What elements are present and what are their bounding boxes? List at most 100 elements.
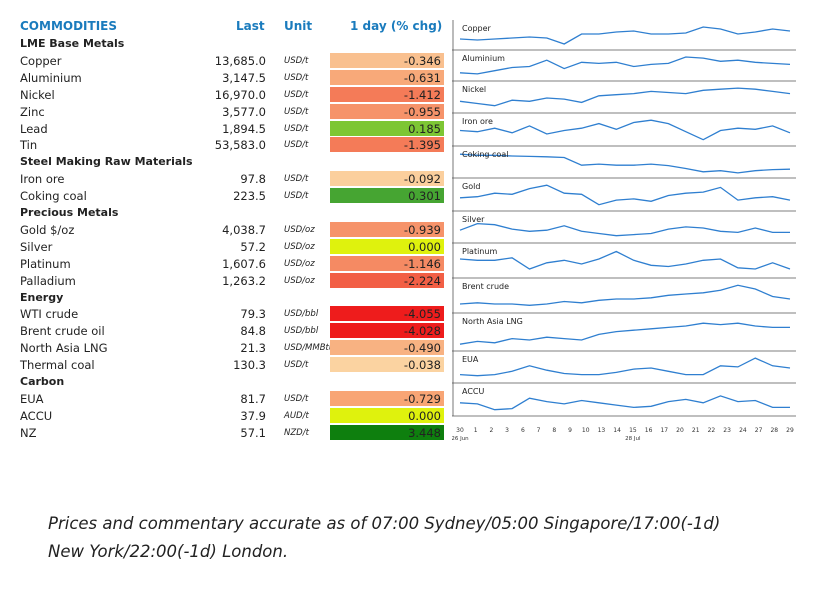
commodity-name: Brent crude oil [20, 324, 105, 339]
last-price: 223.5 [233, 189, 266, 204]
commodity-name: Coking coal [20, 189, 87, 204]
sparkline-path [459, 395, 790, 411]
x-tick-label: 14 [613, 427, 621, 434]
last-price: 4,038.7 [222, 222, 266, 237]
x-tick-label: 17 [660, 427, 668, 434]
section-label: Carbon [20, 375, 65, 388]
table-row: WTI crude 79.3 USD/bbl -4.055 [18, 306, 448, 322]
sparkline-label: Gold [462, 182, 480, 191]
change-cell: -0.490 [330, 340, 444, 356]
unit-label: USD/oz [284, 275, 315, 286]
sparkline-label: Aluminium [462, 54, 505, 63]
commodity-name: Gold $/oz [20, 222, 75, 237]
last-price: 3,577.0 [222, 104, 266, 119]
sparkline-aluminium: Aluminium [452, 50, 796, 82]
sparkline-panel: Copper Aluminium Nickel Iron ore Coking coal… [452, 18, 798, 448]
change-cell: -0.038 [330, 357, 444, 373]
x-tick-label: 16 [645, 427, 653, 434]
last-price: 1,894.5 [222, 121, 266, 136]
section-row: Precious Metals [18, 205, 448, 221]
last-price: 1,263.2 [222, 273, 266, 288]
sparkline-platinum: Platinum [452, 243, 796, 279]
commodity-name: Zinc [20, 104, 45, 119]
col-header-change: 1 day (% chg) [350, 19, 443, 33]
sparkline-north-asia-lng: North Asia LNG [452, 313, 796, 352]
table-row: Copper 13,685.0 USD/t -0.346 [18, 52, 448, 69]
change-cell: -1.412 [330, 86, 444, 102]
table-row: ACCU 37.9 AUD/t 0.000 [18, 407, 448, 424]
last-price: 16,970.0 [214, 87, 266, 102]
x-tick-label: 6 [521, 427, 525, 434]
last-price: 84.8 [240, 324, 266, 339]
x-tick-label: 24 [739, 427, 747, 434]
commodity-name: NZ [20, 425, 37, 440]
sparkline-path [459, 284, 791, 306]
table-row: North Asia LNG 21.3 USD/MMBtu -0.490 [18, 340, 448, 356]
unit-label: USD/t [284, 174, 309, 185]
table-row: Silver 57.2 USD/oz 0.000 [18, 238, 448, 255]
x-tick-label: 10 [582, 427, 590, 434]
sparkline-label: Brent crude [462, 282, 509, 291]
caption: Prices and commentary accurate as of 07:… [48, 510, 788, 566]
x-tick-label: 2 [489, 427, 493, 434]
commodity-name: ACCU [20, 408, 53, 423]
caption-line-2: New York/22:00(-1d) London. [48, 542, 289, 561]
sparkline-nickel: Nickel [452, 81, 796, 114]
unit-label: AUD/t [284, 410, 309, 421]
sparkline-label: Nickel [462, 85, 486, 94]
last-price: 3,147.5 [222, 70, 266, 85]
sparkline-label: EUA [462, 355, 479, 364]
sparkline-label: North Asia LNG [462, 317, 523, 326]
change-cell: -0.631 [330, 69, 444, 85]
sparkline-silver: Silver [452, 211, 796, 244]
table-row: Gold $/oz 4,038.7 USD/oz -0.939 [18, 221, 448, 238]
table-row: Iron ore 97.8 USD/t -0.092 [18, 171, 448, 187]
sparkline-path [459, 222, 790, 237]
unit-label: USD/t [284, 360, 309, 371]
x-tick-label: 15 [629, 427, 637, 434]
x-tick-label: 20 [676, 427, 684, 434]
change-cell: 0.301 [330, 188, 444, 204]
commodity-name: North Asia LNG [20, 341, 108, 356]
sparkline-accu: ACCU [452, 383, 796, 417]
change-cell: -4.055 [330, 306, 444, 322]
section-row: Energy [18, 290, 448, 306]
sparkline-path [459, 250, 791, 270]
x-tick-label: 29 [786, 427, 794, 434]
last-price: 81.7 [240, 391, 266, 406]
commodity-name: Aluminium [20, 70, 82, 85]
table-row: Tin 53,583.0 USD/t -1.395 [18, 137, 448, 153]
commodity-name: Palladium [20, 273, 76, 288]
table-row: Thermal coal 130.3 USD/t -0.038 [18, 357, 448, 373]
last-price: 13,685.0 [214, 53, 266, 68]
unit-label: USD/MMBtu [284, 343, 335, 354]
unit-label: USD/t [284, 191, 309, 202]
unit-label: USD/t [284, 140, 309, 151]
col-header-unit: Unit [284, 19, 313, 33]
commodity-name: Nickel [20, 87, 55, 102]
commodity-name: Silver [20, 239, 53, 254]
change-cell: -0.955 [330, 103, 444, 119]
unit-label: USD/t [284, 55, 309, 66]
unit-label: USD/t [284, 123, 309, 134]
sparkline-path [459, 184, 791, 206]
table-row: Nickel 16,970.0 USD/t -1.412 [18, 86, 448, 103]
table-row: Brent crude oil 84.8 USD/bbl -4.028 [18, 323, 448, 339]
commodity-name: EUA [20, 391, 44, 406]
section-row: Carbon [18, 374, 448, 390]
change-cell: -2.224 [330, 272, 444, 288]
x-tick-label: 27 [755, 427, 763, 434]
x-tick-label: 1 [474, 427, 478, 434]
commodity-name: Lead [20, 121, 48, 136]
unit-label: USD/bbl [284, 309, 319, 320]
last-price: 57.2 [240, 239, 266, 254]
sparkline-eua: EUA [452, 351, 796, 384]
last-price: 79.3 [240, 307, 266, 322]
x-tick-label: 21 [692, 427, 700, 434]
last-price: 53,583.0 [214, 138, 266, 153]
x-tick-label: 22 [708, 427, 716, 434]
sparkline-iron-ore: Iron ore [452, 113, 796, 147]
sparkline-svg: Copper Aluminium Nickel Iron ore Coking coal… [452, 20, 796, 442]
sparkline-path [459, 87, 791, 107]
sparkline-path [459, 153, 791, 174]
